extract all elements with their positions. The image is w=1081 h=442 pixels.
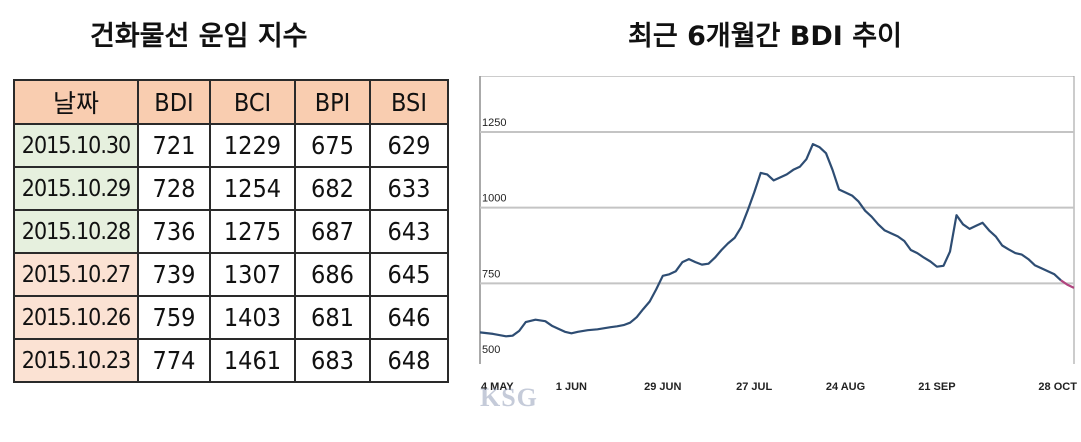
cell-date: 2015.10.27	[13, 252, 139, 297]
cell-bsi: 629	[369, 123, 449, 168]
y-tick-label: 1000	[482, 193, 506, 205]
y-tick-label: 1250	[482, 117, 506, 129]
y-tick-label: 500	[482, 344, 500, 356]
cell-date: 2015.10.23	[13, 338, 139, 383]
header-bpi: BPI	[294, 79, 371, 125]
cell-bci: 1254	[209, 166, 296, 211]
header-bdi: BDI	[137, 79, 211, 125]
cell-date: 2015.10.26	[13, 295, 139, 340]
x-tick-label: 28 OCT	[1038, 381, 1077, 393]
table-row: 2015.10.27 739 1307 686 645	[13, 252, 449, 297]
cell-bdi: 728	[137, 166, 211, 211]
cell-bci: 1403	[209, 295, 296, 340]
cell-bsi: 648	[369, 338, 449, 383]
cell-bpi: 687	[294, 209, 371, 254]
x-tick-label: 27 JUL	[736, 381, 772, 393]
cell-bdi: 774	[137, 338, 211, 383]
cell-date: 2015.10.30	[13, 123, 139, 168]
cell-bpi: 682	[294, 166, 371, 211]
x-tick-label: 29 JUN	[644, 381, 681, 393]
cell-bci: 1461	[209, 338, 296, 383]
cell-bsi: 645	[369, 252, 449, 297]
chart-title: 최근 6개월간 BDI 추이	[628, 21, 902, 52]
cell-bsi: 646	[369, 295, 449, 340]
cell-bpi: 686	[294, 252, 371, 297]
cell-bci: 1229	[209, 123, 296, 168]
bdi-line-chart: 1250 1000 750 500 4 MAY 1 JUN 29 JUN 27 JUL 24 A…	[478, 76, 1078, 406]
cell-date: 2015.10.29	[13, 166, 139, 211]
cell-bci: 1275	[209, 209, 296, 254]
table-header-row: 날짜 BDI BCI BPI BSI	[13, 79, 449, 125]
ksg-watermark: KSG	[480, 383, 538, 412]
x-tick-label: 1 JUN	[556, 381, 587, 393]
cell-bdi: 759	[137, 295, 211, 340]
cell-bpi: 675	[294, 123, 371, 168]
x-tick-label: 24 AUG	[826, 381, 865, 393]
cell-bsi: 643	[369, 209, 449, 254]
cell-bdi: 736	[137, 209, 211, 254]
header-bci: BCI	[209, 79, 296, 125]
freight-index-table: 날짜 BDI BCI BPI BSI 2015.10.30 721 1229 6…	[13, 79, 449, 383]
bdi-series-tail	[1060, 279, 1075, 289]
chart-svg: 1250 1000 750 500 4 MAY 1 JUN 29 JUN 27 JUL 24 A…	[479, 76, 1077, 393]
cell-bdi: 739	[137, 252, 211, 297]
cell-bsi: 633	[369, 166, 449, 211]
x-tick-label: 21 SEP	[918, 381, 955, 393]
table-row: 2015.10.29 728 1254 682 633	[13, 166, 449, 211]
table-title: 건화물선 운임 지수	[90, 21, 308, 52]
cell-bpi: 681	[294, 295, 371, 340]
cell-bci: 1307	[209, 252, 296, 297]
x-tick-label: 4 MAY	[481, 381, 514, 393]
table-row: 2015.10.23 774 1461 683 648	[13, 338, 449, 383]
bdi-series-line	[479, 142, 1062, 338]
cell-date: 2015.10.28	[13, 209, 139, 254]
table-row: 2015.10.30 721 1229 675 629	[13, 123, 449, 168]
table-row: 2015.10.26 759 1403 681 646	[13, 295, 449, 340]
table-row: 2015.10.28 736 1275 687 643	[13, 209, 449, 254]
header-date: 날짜	[13, 79, 139, 125]
header-bsi: BSI	[369, 79, 449, 125]
cell-bdi: 721	[137, 123, 211, 168]
y-tick-label: 750	[482, 268, 500, 280]
cell-bpi: 683	[294, 338, 371, 383]
